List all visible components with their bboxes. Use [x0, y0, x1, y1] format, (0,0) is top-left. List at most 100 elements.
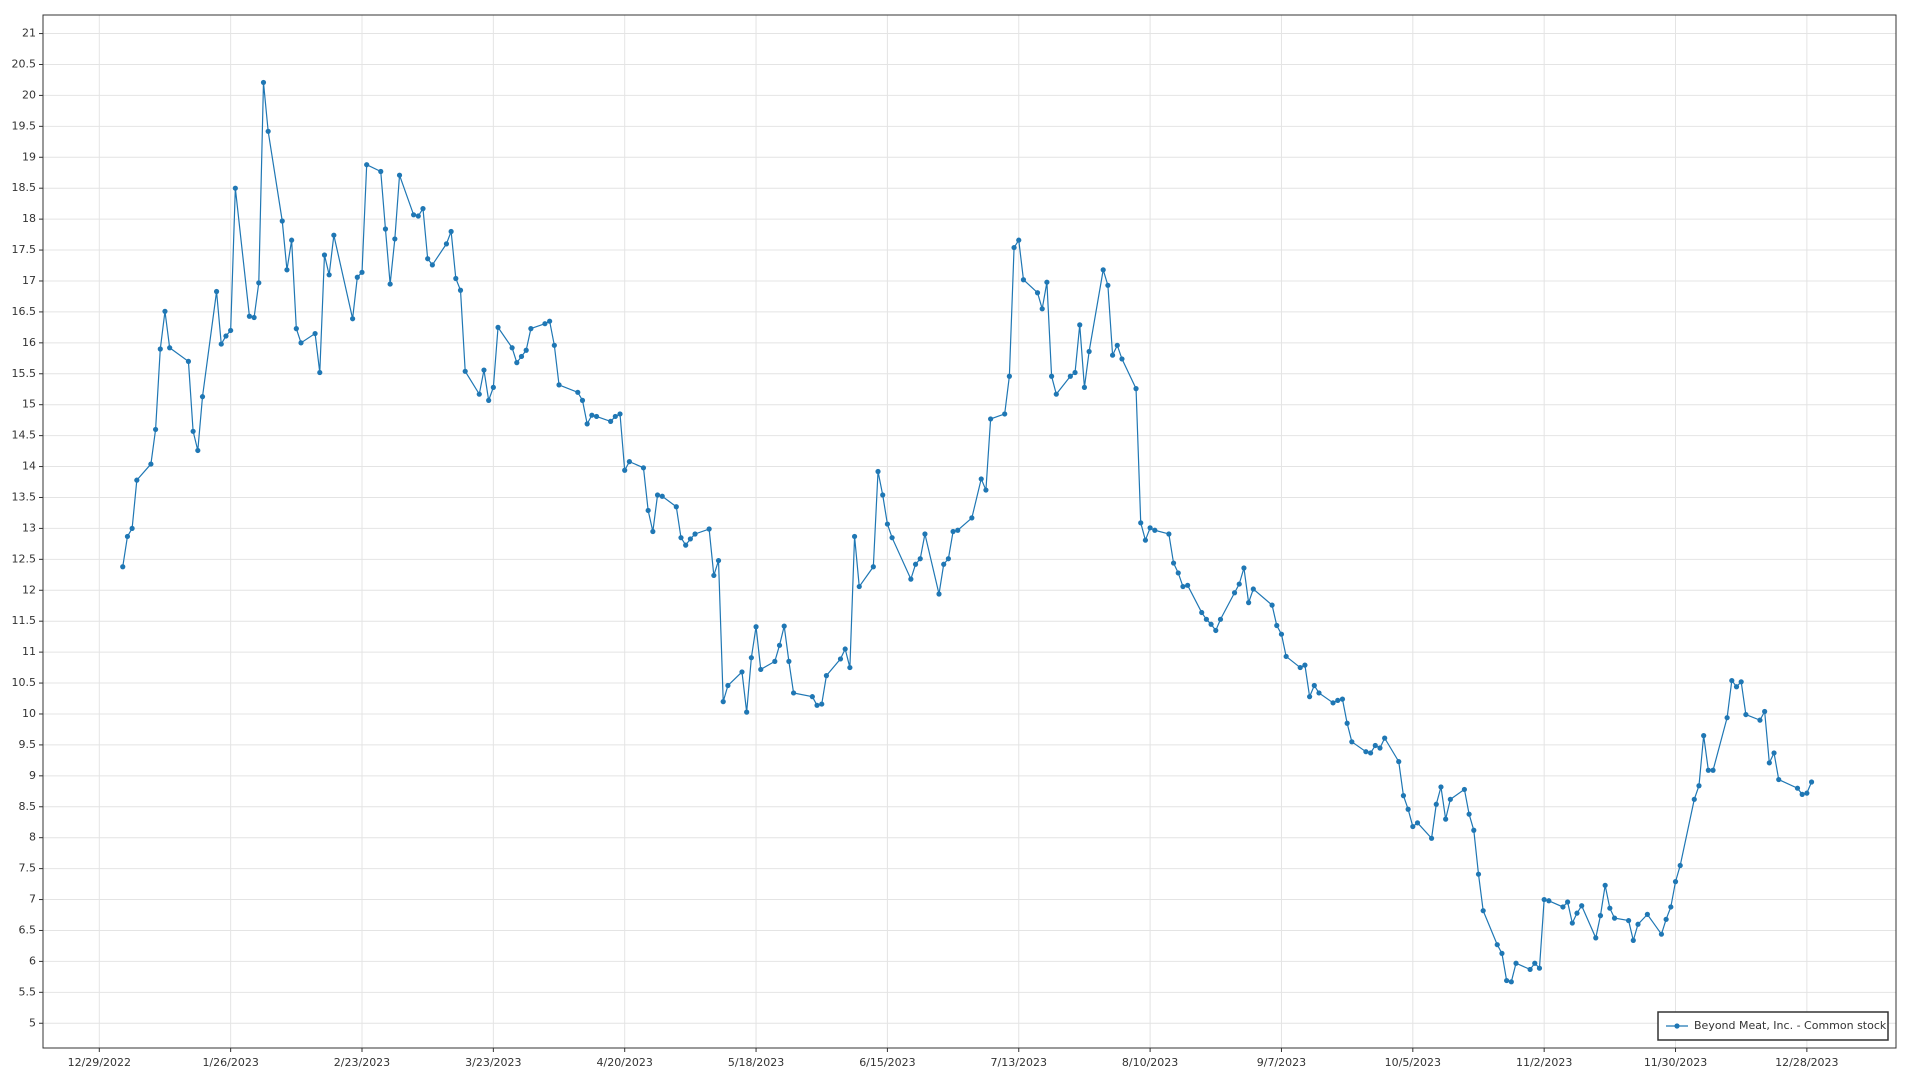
- data-point: [1246, 600, 1252, 606]
- data-point: [1776, 776, 1782, 783]
- data-point: [542, 321, 548, 327]
- data-point: [1799, 791, 1805, 797]
- data-point: [687, 536, 693, 542]
- series-line: [122, 82, 1813, 983]
- data-point: [284, 267, 290, 273]
- data-point: [246, 313, 253, 319]
- data-point: [228, 327, 234, 334]
- y-tick-label: 20.5: [12, 57, 37, 70]
- data-point: [514, 360, 520, 366]
- data-point: [1335, 697, 1341, 703]
- y-tick-label: 6.5: [19, 923, 37, 936]
- data-point: [1705, 767, 1711, 773]
- data-point: [1185, 582, 1191, 588]
- data-point: [725, 682, 731, 689]
- data-point: [1133, 386, 1139, 392]
- data-point: [650, 528, 656, 535]
- data-point: [1199, 609, 1205, 616]
- data-point: [842, 646, 848, 652]
- data-point: [1067, 373, 1073, 379]
- data-point: [1733, 684, 1740, 690]
- data-point: [1438, 784, 1444, 790]
- y-tick-label: 5: [29, 1016, 36, 1029]
- data-point: [1663, 916, 1669, 922]
- data-point: [1447, 796, 1453, 802]
- data-point: [223, 333, 229, 339]
- data-point: [1283, 653, 1289, 660]
- data-point: [1119, 356, 1125, 362]
- data-point: [1170, 560, 1177, 566]
- data-point: [612, 413, 618, 420]
- data-point: [1363, 749, 1369, 755]
- x-tick-label: 10/5/2023: [1385, 1056, 1441, 1069]
- data-point: [1114, 342, 1120, 348]
- y-tick-label: 14: [22, 460, 36, 473]
- data-point: [1330, 700, 1336, 706]
- data-point: [1743, 711, 1749, 718]
- data-point: [1039, 306, 1045, 312]
- data-point: [1307, 694, 1313, 700]
- data-point: [786, 658, 792, 664]
- data-point: [1607, 905, 1613, 911]
- data-point: [289, 237, 295, 243]
- legend-marker: [1674, 1023, 1680, 1029]
- y-tick-label: 14.5: [12, 429, 37, 442]
- y-tick-label: 11.5: [12, 614, 37, 627]
- y-tick-label: 20: [22, 88, 36, 101]
- data-point: [1367, 750, 1374, 756]
- data-point: [617, 411, 623, 417]
- legend-box: [1657, 1011, 1889, 1041]
- data-point: [781, 623, 787, 629]
- x-tick-label: 12/28/2023: [1775, 1056, 1838, 1069]
- data-point: [1410, 823, 1416, 830]
- data-point: [654, 492, 661, 498]
- y-tick-label: 17.5: [12, 243, 37, 256]
- data-point: [955, 527, 961, 533]
- data-point: [875, 468, 881, 475]
- data-point: [185, 358, 192, 364]
- data-point: [476, 391, 482, 397]
- data-point: [1077, 322, 1083, 328]
- data-point: [157, 346, 163, 352]
- data-point: [312, 330, 318, 337]
- data-point: [495, 324, 501, 330]
- data-point: [378, 168, 384, 175]
- data-point: [1175, 570, 1181, 576]
- data-point: [983, 487, 989, 493]
- data-point: [124, 533, 131, 540]
- data-point: [457, 287, 464, 293]
- y-tick-label: 10.5: [12, 676, 37, 689]
- data-point: [593, 413, 600, 420]
- data-point: [1100, 267, 1106, 273]
- data-point: [251, 314, 257, 321]
- data-point: [350, 316, 356, 322]
- data-point: [448, 228, 454, 235]
- data-point: [1602, 882, 1608, 888]
- data-point: [753, 624, 759, 630]
- data-point: [1443, 816, 1449, 822]
- data-point: [1724, 715, 1730, 721]
- data-point: [1208, 621, 1214, 627]
- data-point: [528, 326, 534, 332]
- y-tick-label: 7.5: [19, 862, 37, 875]
- data-point: [1166, 531, 1172, 537]
- data-point: [589, 412, 595, 418]
- data-point: [551, 342, 557, 348]
- data-point: [1579, 903, 1585, 909]
- data-point: [1400, 793, 1407, 799]
- y-tick-label: 6: [29, 954, 36, 967]
- x-tick-label: 8/10/2023: [1122, 1056, 1178, 1069]
- y-tick-label: 18.5: [12, 181, 37, 194]
- data-point: [575, 389, 581, 395]
- y-tick-label: 9: [29, 769, 36, 782]
- data-point: [420, 206, 426, 212]
- data-point: [1691, 796, 1697, 802]
- data-point: [317, 369, 323, 376]
- data-point: [1428, 835, 1435, 841]
- data-point: [1574, 910, 1580, 916]
- x-tick-label: 11/2/2023: [1516, 1056, 1572, 1069]
- data-point: [1236, 581, 1242, 587]
- data-point: [1034, 290, 1041, 296]
- y-tick-label: 19.5: [12, 119, 37, 132]
- data-point: [739, 669, 745, 675]
